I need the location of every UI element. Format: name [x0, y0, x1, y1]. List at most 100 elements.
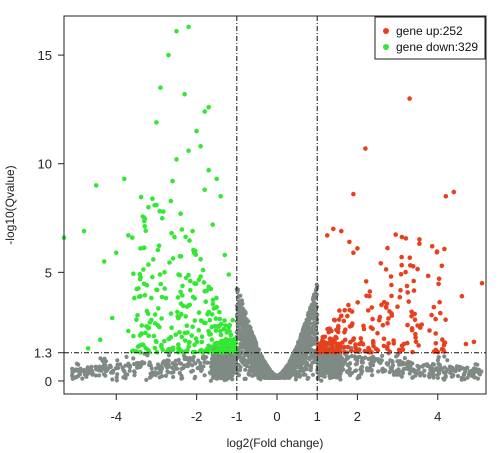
not-significant-point: [223, 371, 228, 376]
up-regulated-point: [417, 237, 422, 242]
down-regulated-point: [223, 323, 228, 328]
not-significant-point: [475, 376, 480, 381]
not-significant-point: [308, 366, 313, 371]
not-significant-point: [319, 378, 324, 383]
not-significant-point: [369, 361, 374, 366]
down-regulated-point: [179, 311, 184, 317]
down-regulated-point: [184, 323, 190, 329]
not-significant-point: [478, 369, 483, 374]
down-regulated-point: [226, 324, 232, 330]
not-significant-point: [435, 375, 440, 380]
up-regulated-point: [324, 233, 330, 238]
not-significant-point: [435, 372, 440, 377]
not-significant-point: [303, 372, 308, 377]
up-regulated-point: [330, 337, 336, 342]
down-regulated-point: [139, 331, 144, 337]
not-significant-point: [115, 358, 120, 363]
not-significant-point: [250, 343, 255, 348]
not-significant-point: [455, 373, 461, 379]
not-significant-point: [246, 346, 251, 351]
up-regulated-point: [409, 326, 415, 331]
not-significant-point: [441, 376, 446, 381]
down-regulated-point: [167, 260, 172, 265]
not-significant-point: [404, 362, 409, 367]
y-axis-title: -log10(Qvalue): [3, 165, 17, 244]
up-regulated-point: [431, 304, 437, 310]
down-regulated-point: [190, 228, 195, 234]
not-significant-point: [318, 369, 324, 374]
down-regulated-point: [191, 247, 196, 253]
down-regulated-point: [170, 256, 176, 261]
not-significant-point: [380, 366, 385, 371]
y-tick-label: 1.3: [34, 346, 52, 361]
not-significant-point: [307, 335, 312, 340]
not-significant-point: [322, 374, 327, 379]
down-regulated-point: [170, 178, 175, 184]
down-regulated-point: [152, 203, 157, 208]
down-regulated-point: [231, 338, 237, 344]
down-regulated-point: [207, 317, 213, 323]
down-regulated-point: [142, 292, 148, 298]
not-significant-point: [216, 371, 221, 376]
not-significant-point: [159, 374, 165, 379]
not-significant-point: [98, 356, 103, 361]
down-regulated-point: [218, 321, 224, 327]
up-regulated-point: [443, 317, 448, 323]
up-regulated-point: [416, 343, 421, 348]
up-regulated-point: [393, 232, 399, 237]
down-regulated-point: [201, 280, 207, 285]
not-significant-point: [303, 366, 308, 371]
not-significant-point: [166, 353, 172, 358]
up-regulated-point: [398, 288, 403, 293]
down-regulated-point: [206, 104, 211, 110]
down-regulated-point: [209, 344, 215, 350]
down-regulated-point: [183, 234, 188, 240]
down-regulated-point: [135, 344, 141, 349]
up-regulated-point: [459, 293, 465, 299]
not-significant-point: [364, 366, 370, 371]
not-significant-point: [114, 378, 119, 383]
down-regulated-point: [138, 194, 144, 200]
down-regulated-point: [126, 233, 131, 238]
not-significant-point: [355, 355, 360, 360]
not-significant-point: [296, 371, 301, 376]
not-significant-point: [225, 366, 230, 371]
down-regulated-point: [222, 348, 228, 353]
down-regulated-point: [166, 52, 171, 58]
up-regulated-point: [326, 326, 332, 332]
up-regulated-point: [384, 305, 389, 310]
not-significant-point: [209, 364, 214, 369]
y-tick-label: 0: [45, 374, 52, 389]
not-significant-point: [311, 355, 316, 360]
not-significant-point: [246, 371, 251, 376]
down-regulated-point: [172, 234, 177, 240]
legend: gene up:252 gene down:329: [374, 16, 486, 60]
not-significant-point: [399, 374, 404, 379]
down-regulated-point: [135, 313, 140, 318]
up-regulated-point: [439, 263, 445, 269]
not-significant-point: [390, 360, 395, 365]
up-regulated-point: [404, 283, 410, 289]
not-significant-point: [469, 369, 474, 374]
down-regulated-point: [169, 325, 174, 331]
down-regulated-point: [200, 267, 206, 273]
not-significant-point: [245, 336, 250, 341]
not-significant-point: [475, 369, 480, 374]
not-significant-point: [164, 363, 169, 369]
not-significant-point: [359, 371, 364, 376]
down-regulated-point: [146, 204, 151, 210]
down-regulated-point: [227, 337, 233, 342]
not-significant-point: [395, 359, 400, 364]
up-regulated-point: [343, 327, 348, 333]
down-regulated-point: [138, 246, 143, 251]
up-regulated-point: [425, 273, 431, 279]
down-regulated-point: [183, 275, 189, 281]
not-significant-point: [153, 366, 159, 371]
down-regulated-point: [141, 267, 146, 272]
down-regulated-point: [206, 284, 211, 290]
down-regulated-points: [61, 24, 239, 355]
down-regulated-point: [101, 259, 107, 264]
x-tick-label: -1: [231, 409, 243, 424]
not-significant-point: [428, 367, 433, 372]
not-significant-point: [191, 354, 196, 360]
